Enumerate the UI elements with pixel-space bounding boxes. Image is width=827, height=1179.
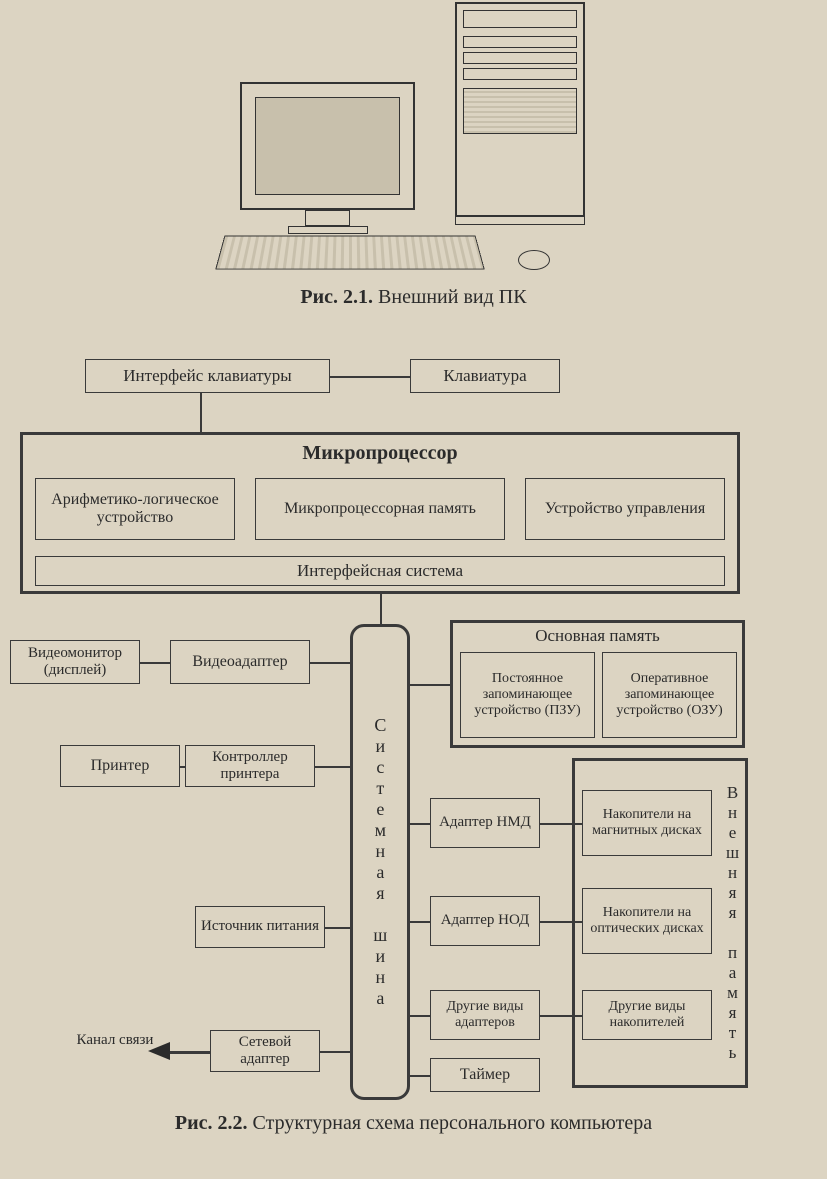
node-rom: Постоянное запоминающее устройство (ПЗУ): [460, 652, 595, 738]
mainmem-title: Основная память: [450, 626, 745, 646]
timer-label: Таймер: [460, 1066, 510, 1084]
edge-kbdif-cpu: [200, 393, 202, 432]
node-display: Видеомонитор (дисплей): [10, 640, 140, 684]
iface-sys-label: Интерфейсная система: [297, 561, 463, 581]
node-ram: Оперативное запоминающее устройство (ОЗУ…: [602, 652, 737, 738]
display-label: Видеомонитор (дисплей): [15, 645, 135, 680]
nmd-label: Накопители на магнитных дисках: [587, 807, 707, 839]
figure1-caption-prefix: Рис. 2.1.: [300, 286, 373, 308]
figure2-caption: Рис. 2.2. Структурная схема персональног…: [0, 1112, 827, 1135]
node-nmd: Накопители на магнитных дисках: [582, 790, 712, 856]
edge-net-bus: [320, 1051, 350, 1053]
edge-ctrl-bus: [315, 766, 350, 768]
node-kbd-iface: Интерфейс клавиатуры: [85, 359, 330, 393]
node-printer: Принтер: [60, 745, 180, 787]
node-other-st: Другие виды накопителей: [582, 990, 712, 1040]
ctrl-label: Устройство управления: [545, 500, 705, 518]
edge-nmdad-nmd: [540, 823, 582, 825]
node-cpu-mem: Микропроцессорная память: [255, 478, 505, 540]
figure1-caption: Рис. 2.1. Внешний вид ПК: [0, 286, 827, 309]
node-power: Источник питания: [195, 906, 325, 948]
edge-disp-vid: [140, 662, 170, 664]
node-iface-sys: Интерфейсная система: [35, 556, 725, 586]
extmem-title-text: Внешняя память: [723, 783, 742, 1063]
node-nod-ad: Адаптер НОД: [430, 896, 540, 946]
rom-label: Постоянное запоминающее устройство (ПЗУ): [465, 671, 590, 719]
node-nmd-ad: Адаптер НМД: [430, 798, 540, 848]
edge-otherad-st: [540, 1015, 582, 1017]
edge-bus-otherad: [410, 1015, 430, 1017]
edge-kbdif-kbd: [330, 376, 410, 378]
vidadapter-label: Видеоадаптер: [192, 653, 287, 671]
cpu-title: Микропроцессор: [20, 442, 740, 465]
cpu-mem-label: Микропроцессорная память: [284, 500, 476, 518]
edge-prn-ctrl: [180, 766, 185, 768]
edge-nodad-nod: [540, 921, 582, 923]
extmem-title: Внешняя память: [720, 768, 742, 1078]
node-other-ad: Другие виды адаптеров: [430, 990, 540, 1040]
node-netadapter: Сетевой адаптер: [210, 1030, 320, 1072]
figure2-caption-prefix: Рис. 2.2.: [175, 1112, 248, 1134]
other-ad-label: Другие виды адаптеров: [435, 999, 535, 1031]
printer-label: Принтер: [91, 757, 150, 775]
edge-bus-nodad: [410, 921, 430, 923]
power-label: Источник питания: [201, 918, 319, 935]
edge-power-bus: [325, 927, 350, 929]
prn-ctrl-label: Контроллер принтера: [190, 749, 310, 784]
edge-vid-bus: [310, 662, 350, 664]
edge-cpu-bus: [380, 594, 382, 624]
node-keyboard: Клавиатура: [410, 359, 560, 393]
node-nod: Накопители на оптических дисках: [582, 888, 712, 954]
node-timer: Таймер: [430, 1058, 540, 1092]
edge-bus-nmdad: [410, 823, 430, 825]
node-ctrl-unit: Устройство управления: [525, 478, 725, 540]
commlink-label: Канал связи: [77, 1032, 154, 1048]
nmd-ad-label: Адаптер НМД: [439, 814, 531, 831]
netadapter-label: Сетевой адаптер: [215, 1034, 315, 1069]
cpu-title-text: Микропроцессор: [302, 442, 457, 464]
keyboard-label: Клавиатура: [443, 366, 526, 386]
node-sysbus: Системная шина: [350, 624, 410, 1100]
edge-bus-mainmem: [410, 684, 450, 686]
mainmem-title-text: Основная память: [535, 626, 660, 645]
pc-drawing: [210, 2, 610, 278]
nod-label: Накопители на оптических дисках: [587, 905, 707, 937]
sysbus-label: Системная шина: [370, 715, 391, 1009]
node-alu: Арифметико-логическое устройство: [35, 478, 235, 540]
nod-ad-label: Адаптер НОД: [441, 912, 530, 929]
alu-label: Арифметико-логическое устройство: [44, 491, 226, 528]
kbd-iface-label: Интерфейс клавиатуры: [123, 366, 291, 386]
edge-net-comm: [168, 1051, 210, 1054]
arrow-left-icon: [148, 1042, 170, 1060]
node-commlink: Канал связи: [75, 1032, 155, 1049]
figure2-caption-text: Структурная схема персонального компьюте…: [253, 1112, 653, 1134]
figure1-caption-text: Внешний вид ПК: [378, 286, 527, 308]
ram-label: Оперативное запоминающее устройство (ОЗУ…: [607, 671, 732, 719]
other-st-label: Другие виды накопителей: [587, 999, 707, 1031]
node-vidadapter: Видеоадаптер: [170, 640, 310, 684]
edge-bus-timer: [410, 1075, 430, 1077]
node-prn-ctrl: Контроллер принтера: [185, 745, 315, 787]
